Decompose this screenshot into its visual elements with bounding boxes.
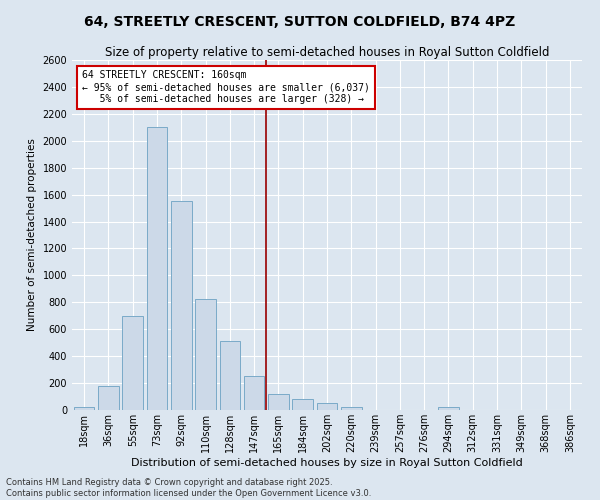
- Bar: [220, 342, 240, 410]
- Bar: [244, 376, 265, 410]
- Bar: [98, 386, 119, 410]
- Bar: [146, 128, 167, 410]
- Bar: [317, 404, 337, 410]
- Y-axis label: Number of semi-detached properties: Number of semi-detached properties: [27, 138, 37, 332]
- Bar: [268, 394, 289, 410]
- X-axis label: Distribution of semi-detached houses by size in Royal Sutton Coldfield: Distribution of semi-detached houses by …: [131, 458, 523, 468]
- Bar: [341, 406, 362, 410]
- Text: 64, STREETLY CRESCENT, SUTTON COLDFIELD, B74 4PZ: 64, STREETLY CRESCENT, SUTTON COLDFIELD,…: [85, 15, 515, 29]
- Bar: [195, 299, 216, 410]
- Bar: [171, 202, 191, 410]
- Bar: [74, 408, 94, 410]
- Text: Contains HM Land Registry data © Crown copyright and database right 2025.
Contai: Contains HM Land Registry data © Crown c…: [6, 478, 371, 498]
- Text: 64 STREETLY CRESCENT: 160sqm
← 95% of semi-detached houses are smaller (6,037)
 : 64 STREETLY CRESCENT: 160sqm ← 95% of se…: [82, 70, 370, 104]
- Bar: [122, 316, 143, 410]
- Title: Size of property relative to semi-detached houses in Royal Sutton Coldfield: Size of property relative to semi-detach…: [105, 46, 549, 59]
- Bar: [438, 408, 459, 410]
- Bar: [292, 399, 313, 410]
